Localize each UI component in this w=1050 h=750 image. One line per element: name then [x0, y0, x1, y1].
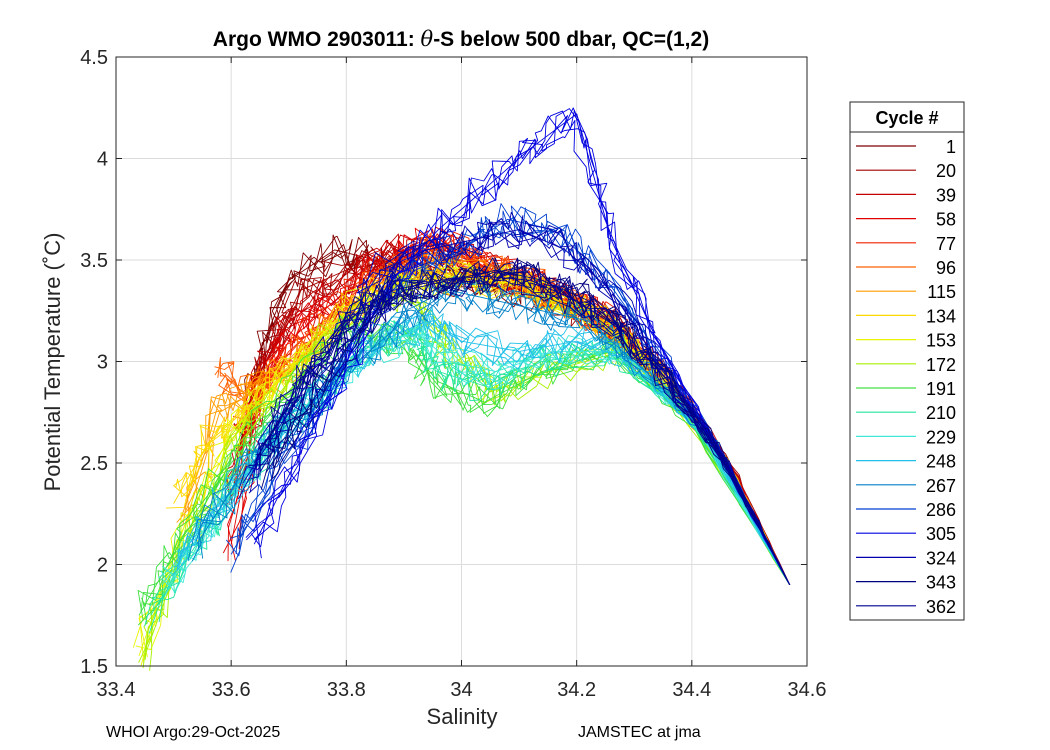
footer-credit: JAMSTEC at jma	[578, 724, 701, 741]
title-theta: θ	[421, 27, 434, 51]
series-line-variant	[258, 262, 791, 586]
series-line-variant	[271, 269, 791, 586]
series-line-variant	[255, 266, 791, 586]
x-axis-label: Salinity	[427, 704, 498, 729]
x-tick-label: 34.4	[672, 679, 711, 701]
series-line-variant	[247, 260, 791, 586]
y-tick-label: 3	[97, 352, 108, 374]
legend-label-191: 191	[926, 379, 956, 399]
x-tick-label: 33.8	[327, 679, 366, 701]
series-line-variant	[259, 262, 791, 586]
legend-title: Cycle #	[875, 108, 938, 128]
legend-label-229: 229	[926, 427, 956, 447]
legend-label-77: 77	[936, 234, 956, 254]
series-line-229	[161, 330, 791, 586]
legend-label-248: 248	[926, 452, 956, 472]
legend-label-115: 115	[927, 282, 956, 302]
legend-label-324: 324	[926, 548, 956, 568]
title-prefix: Argo WMO 2903011:	[213, 28, 421, 51]
legend-label-39: 39	[936, 185, 956, 205]
y-tick-label: 2.5	[80, 453, 108, 475]
x-tick-label: 34	[450, 679, 472, 701]
series-line-362	[253, 275, 791, 586]
legend-label-153: 153	[926, 331, 956, 351]
y-tick-label: 2	[97, 555, 108, 577]
x-ticks: 33.4 33.6 33.8 34 34.2 34.4 34.6	[97, 57, 827, 701]
legend-label-305: 305	[926, 524, 956, 544]
legend-label-20: 20	[936, 161, 956, 181]
legend-label-58: 58	[936, 210, 956, 230]
chart-title: Argo WMO 2903011: θ-S below 500 dbar, QC…	[213, 27, 709, 51]
y-tick-label: 4.5	[80, 47, 108, 69]
x-tick-label: 33.6	[212, 679, 251, 701]
legend-label-172: 172	[926, 355, 956, 375]
legend-label-286: 286	[926, 500, 956, 520]
y-tick-label: 3.5	[80, 250, 108, 272]
series-line-variant	[254, 107, 791, 586]
legend-items: 1 20 39 58 77 96 115 134 153 172 191 210 229 248 267 28…	[856, 137, 956, 617]
legend-label-210: 210	[926, 403, 956, 423]
x-tick-label: 34.2	[557, 679, 596, 701]
title-suffix: -S below 500 dbar, QC=(1,2)	[433, 28, 709, 51]
x-tick-label: 33.4	[97, 679, 136, 701]
legend-label-343: 343	[926, 573, 956, 593]
series-line-variant	[151, 317, 791, 601]
legend-label-96: 96	[936, 258, 956, 278]
series-line-variant	[268, 257, 791, 586]
legend-label-362: 362	[926, 597, 956, 617]
series-lines	[132, 107, 791, 671]
legend-label-134: 134	[926, 306, 956, 326]
y-tick-label: 4	[97, 149, 108, 171]
y-tick-label: 1.5	[80, 656, 108, 678]
series-362	[247, 260, 791, 586]
legend-label-1: 1	[946, 137, 956, 157]
footer-source: WHOI Argo:29-Oct-2025	[106, 724, 281, 741]
legend: Cycle # 1 20 39 58 77 96 115 134 153 172 191 210 229…	[849, 101, 965, 621]
legend-label-267: 267	[926, 476, 956, 496]
series-line-variant	[254, 119, 791, 586]
x-tick-label: 34.6	[788, 679, 827, 701]
y-axis-label: Potential Temperature (˚C)	[40, 233, 65, 492]
y-ticks: 1.5 2 2.5 3 3.5 4 4.5	[80, 47, 807, 678]
series-line-variant	[262, 266, 791, 586]
series-line-variant	[250, 211, 791, 586]
